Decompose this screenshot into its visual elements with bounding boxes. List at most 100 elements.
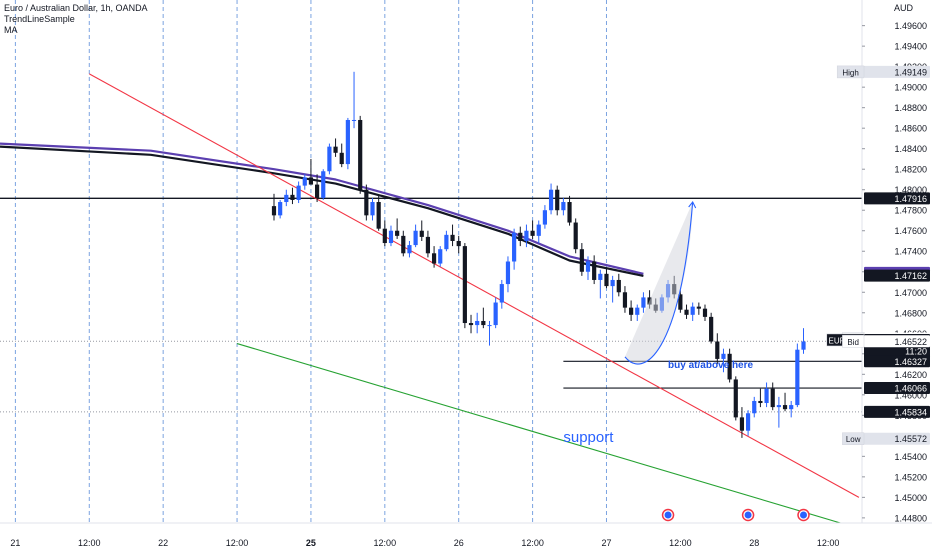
economic-event-flag xyxy=(800,511,808,519)
price-label-tag-box xyxy=(842,335,865,348)
moving-average-fast xyxy=(0,145,644,277)
price-tick-label: 1.45400 xyxy=(894,452,927,462)
candle xyxy=(370,197,375,221)
price-label: 1.45572 Low xyxy=(842,432,930,445)
candle-body xyxy=(690,306,695,315)
candle-body xyxy=(505,261,511,285)
candle xyxy=(444,230,449,252)
candle xyxy=(629,300,634,321)
candle-body xyxy=(678,294,683,310)
candle xyxy=(555,185,560,216)
price-label-box xyxy=(864,335,930,348)
candle-body xyxy=(271,206,277,216)
candle-body xyxy=(727,353,732,380)
candle xyxy=(481,307,486,329)
candle-body xyxy=(438,249,443,264)
currency-label: AUD xyxy=(894,3,914,13)
price-tick-label: 1.49000 xyxy=(894,83,927,93)
candle-body xyxy=(702,308,708,317)
candle-body xyxy=(752,400,757,414)
candle-body xyxy=(358,119,363,190)
candle-body xyxy=(351,119,357,121)
candle-body xyxy=(475,320,480,326)
candle-body xyxy=(745,413,751,431)
candle xyxy=(721,348,726,373)
candle xyxy=(715,333,720,365)
candle-body xyxy=(795,349,800,406)
candle xyxy=(801,328,806,354)
candle xyxy=(567,195,572,226)
projection-arrowhead xyxy=(688,201,697,209)
indicator-ma-label[interactable]: MA xyxy=(4,25,18,35)
candle xyxy=(425,230,431,258)
candle-body xyxy=(733,379,738,418)
candle-body xyxy=(579,249,584,272)
candle-body xyxy=(684,309,689,315)
candle xyxy=(395,218,400,239)
candle-body xyxy=(635,307,640,315)
candle-body xyxy=(592,261,597,280)
candle-body xyxy=(413,230,418,246)
candle xyxy=(795,343,800,408)
candle-body xyxy=(364,189,369,216)
candle xyxy=(431,246,437,268)
symbol-title[interactable]: Euro / Australian Dollar, 1h, OANDA xyxy=(4,3,148,13)
candle-body xyxy=(758,400,763,404)
candle xyxy=(351,71,357,129)
candle-body xyxy=(296,185,301,200)
candle-body xyxy=(462,246,467,324)
candle xyxy=(499,279,504,309)
candle-body xyxy=(339,152,344,165)
candle xyxy=(678,290,683,313)
price-tick-label: 1.48600 xyxy=(894,124,927,134)
price-tick-label: 1.47600 xyxy=(894,226,927,236)
candle xyxy=(278,199,283,219)
candle xyxy=(376,194,381,231)
candle-body xyxy=(481,320,486,326)
candle-body xyxy=(524,230,529,241)
candle xyxy=(358,115,363,194)
candle xyxy=(733,376,738,421)
candle xyxy=(745,410,751,436)
price-tick-label: 1.48800 xyxy=(894,103,927,113)
candle-body xyxy=(456,240,461,247)
candle xyxy=(764,382,769,408)
candle-body xyxy=(308,177,314,185)
price-label-tag-box xyxy=(842,432,865,445)
candle-body xyxy=(536,224,541,236)
price-tick-label: 1.46800 xyxy=(894,308,927,318)
candle-body xyxy=(739,417,745,431)
candle xyxy=(339,143,344,168)
candle-body xyxy=(401,235,406,254)
price-label-box xyxy=(864,382,930,395)
candle-body xyxy=(801,341,806,350)
candle xyxy=(536,220,541,244)
candle xyxy=(548,183,554,215)
candle-body xyxy=(616,279,621,293)
candle-body xyxy=(622,292,628,308)
moving-average-slow xyxy=(0,142,644,275)
projection-zone xyxy=(624,202,693,365)
price-tick-label: 1.47800 xyxy=(894,206,927,216)
candle-body xyxy=(314,184,320,198)
candle-body xyxy=(407,245,412,254)
candle-body xyxy=(487,325,492,327)
candle-body xyxy=(641,297,646,308)
candle-body xyxy=(555,189,560,211)
candle-body xyxy=(715,341,720,359)
time-axis-label: 21 xyxy=(10,538,20,548)
candle xyxy=(296,181,301,204)
candle xyxy=(542,205,548,229)
price-label: 1.45834 xyxy=(864,405,930,418)
indicator-trendline-label[interactable]: TrendLineSample xyxy=(4,14,75,24)
price-tick-label: 1.46200 xyxy=(894,370,927,380)
time-axis-label: 27 xyxy=(601,538,611,548)
candle-body xyxy=(450,234,455,241)
price-label: 1.46066 xyxy=(864,382,930,395)
time-axis-label: 12:00 xyxy=(226,538,249,548)
time-axis-label: 22 xyxy=(158,538,168,548)
candle-body xyxy=(585,261,591,272)
price-label: 1.46522 Bid xyxy=(842,335,930,348)
candle-body xyxy=(604,273,609,287)
